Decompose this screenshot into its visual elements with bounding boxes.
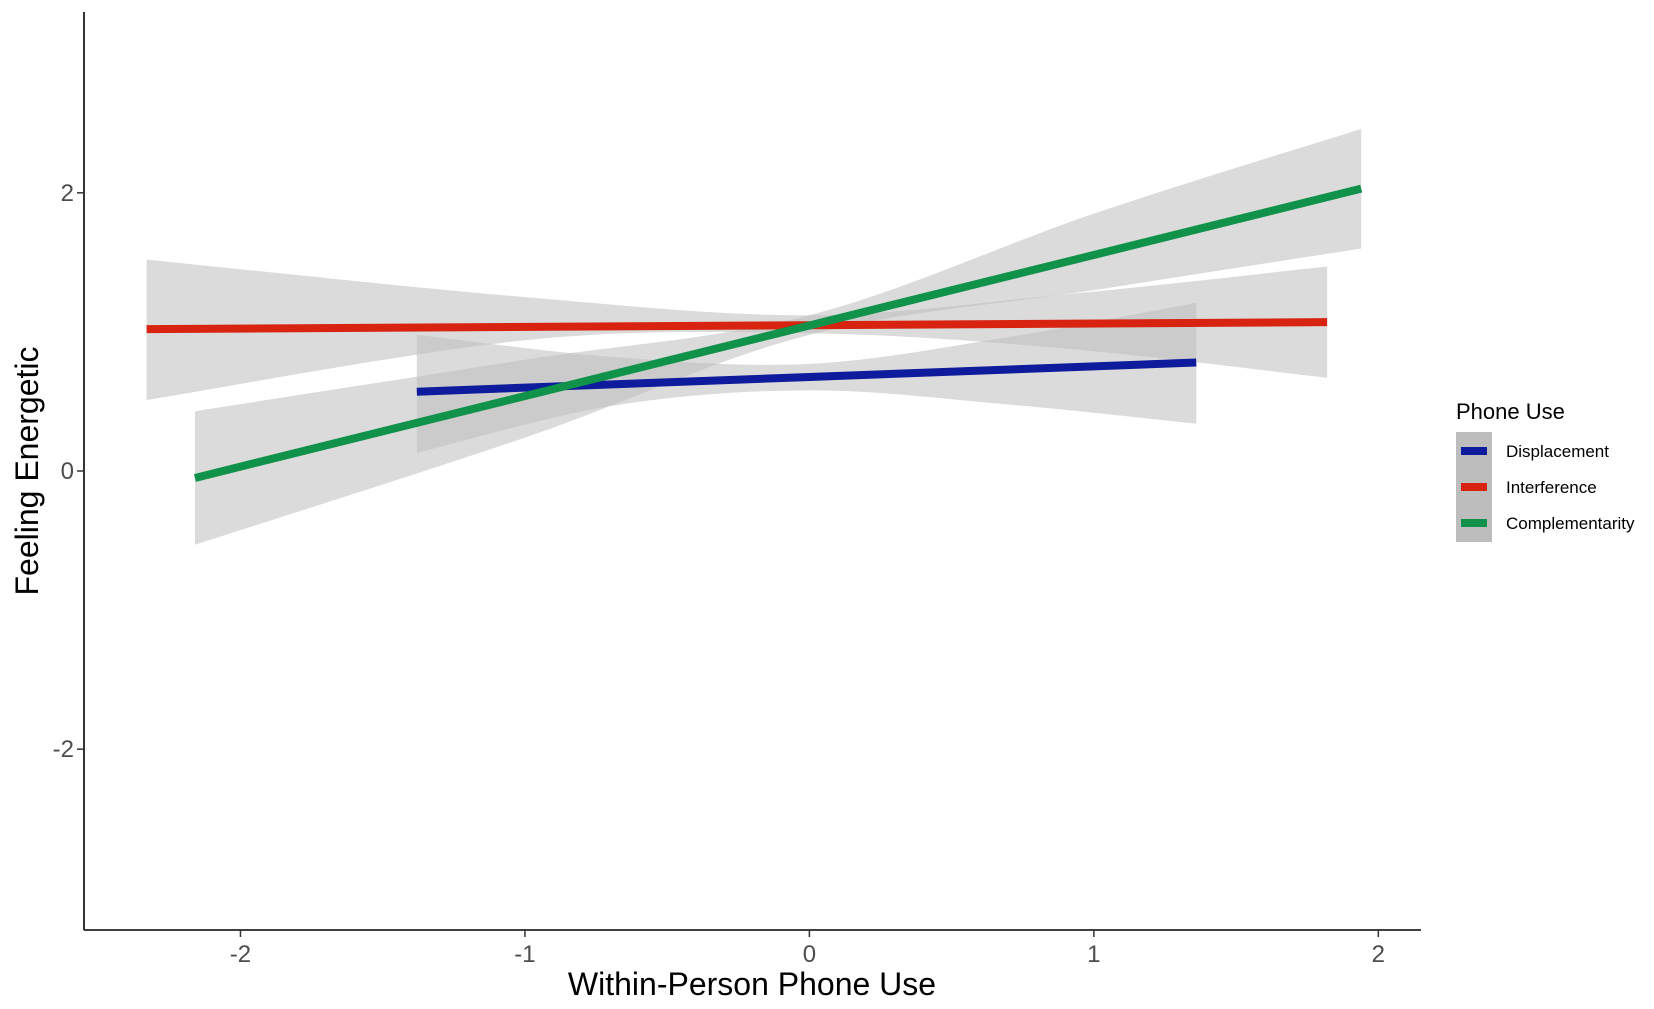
x-axis-title: Within-Person Phone Use bbox=[568, 966, 936, 1002]
x-tick-label: 1 bbox=[1087, 941, 1100, 968]
x-tick-label: 2 bbox=[1372, 941, 1385, 968]
legend-title: Phone Use bbox=[1456, 399, 1565, 424]
y-axis-title: Feeling Energetic bbox=[9, 346, 45, 595]
legend-entries: Displacement Interference Complementarity bbox=[1461, 442, 1635, 533]
series-lines bbox=[146, 184, 1363, 482]
legend: Phone Use Displacement Interference Comple… bbox=[1456, 399, 1635, 542]
series-line-complementarity bbox=[193, 184, 1363, 482]
x-ticks: -2 -1 0 1 2 bbox=[230, 930, 1385, 968]
series-line-interference bbox=[146, 318, 1328, 334]
x-tick-label: -1 bbox=[514, 941, 535, 968]
x-tick-label: 0 bbox=[803, 941, 816, 968]
y-tick-label: 0 bbox=[61, 458, 74, 485]
x-tick-label: -2 bbox=[230, 941, 251, 968]
y-ticks: -2 0 2 bbox=[53, 180, 84, 763]
confidence-band-interference bbox=[146, 259, 1328, 401]
legend-label-interference: Interference bbox=[1506, 478, 1597, 497]
legend-label-displacement: Displacement bbox=[1506, 442, 1609, 461]
y-tick-label: 2 bbox=[61, 180, 74, 207]
legend-label-complementarity: Complementarity bbox=[1506, 514, 1635, 533]
y-tick-label: -2 bbox=[53, 736, 74, 763]
